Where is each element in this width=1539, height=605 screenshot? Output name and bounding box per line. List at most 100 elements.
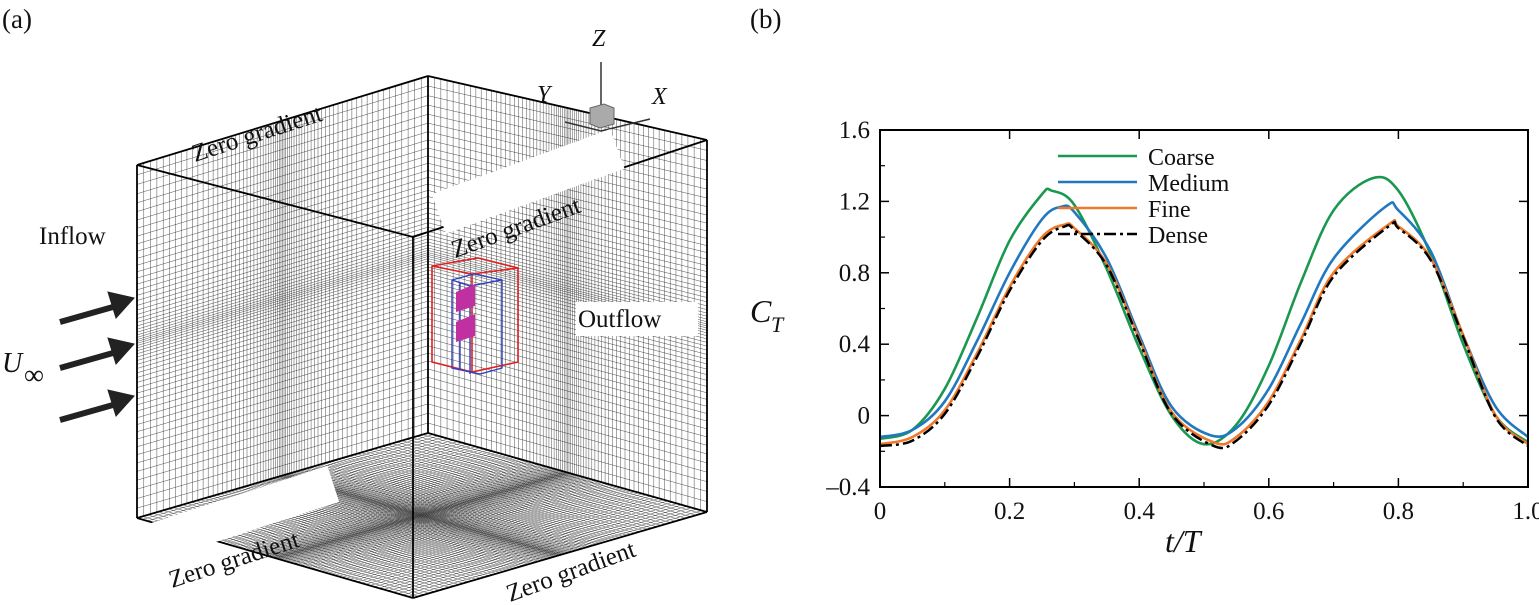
axis-z-label: Z — [592, 26, 606, 52]
mesh-line — [275, 472, 569, 559]
arrow-icon — [107, 337, 135, 365]
mesh-line — [271, 471, 565, 558]
mesh-line — [136, 256, 429, 344]
mesh-line — [279, 473, 573, 560]
x-tick-label: 0.4 — [1124, 498, 1156, 525]
mesh-line — [427, 422, 708, 502]
mesh-line — [136, 131, 429, 221]
mesh-line — [353, 494, 647, 581]
mesh-line — [427, 163, 708, 232]
mesh-line — [136, 104, 429, 194]
mesh-line — [136, 241, 429, 330]
mesh-line — [136, 155, 429, 245]
mesh-line — [427, 331, 708, 407]
mesh-line — [136, 422, 429, 509]
mesh-line — [136, 95, 429, 185]
mesh-line — [136, 231, 429, 319]
mesh-line — [240, 462, 533, 549]
mesh-line — [309, 482, 603, 569]
mesh-line — [269, 470, 562, 557]
mesh-line — [136, 254, 429, 342]
mesh-line — [392, 506, 687, 593]
mesh-line — [327, 487, 621, 574]
mesh-line — [276, 472, 570, 559]
mesh-line — [378, 502, 673, 589]
mesh-line — [136, 331, 429, 418]
legend-label: Dense — [1148, 223, 1208, 249]
mesh-line — [136, 368, 429, 455]
mesh-line — [402, 508, 697, 596]
y-axis-label: C — [750, 293, 772, 329]
mesh-line — [215, 455, 508, 541]
mesh-line — [315, 483, 609, 570]
mesh-line — [136, 147, 429, 237]
y-tick-label: 0.4 — [839, 331, 871, 358]
mesh-line — [231, 459, 524, 546]
panel-a-label: (a) — [2, 4, 32, 34]
mesh-line — [334, 489, 628, 576]
legend-label: Coarse — [1148, 145, 1215, 171]
mesh-line — [136, 252, 429, 340]
mesh-line — [136, 222, 429, 311]
mesh-line — [237, 461, 530, 548]
mesh-line — [427, 241, 708, 314]
chart-series — [879, 175, 1529, 450]
mesh-line — [427, 324, 708, 400]
mesh-line — [254, 466, 548, 553]
mesh-line — [234, 460, 527, 547]
mesh-line — [365, 498, 660, 585]
mesh-line — [299, 479, 593, 566]
mesh-line — [280, 473, 574, 560]
mesh-line — [287, 475, 580, 562]
mesh-line — [321, 485, 615, 572]
mesh-line — [345, 492, 639, 579]
mesh-line — [427, 403, 708, 482]
mesh-line — [136, 385, 429, 472]
mesh-line — [136, 306, 429, 394]
mesh-line — [136, 183, 429, 273]
mesh-line — [136, 139, 429, 229]
flapping-body — [456, 284, 475, 342]
mesh-line — [136, 217, 429, 306]
y-tick-label: 1.2 — [839, 188, 870, 215]
axis-ticks: 0 0.2 0.4 0.6 0.8 1.0–0.400.40.81.21.6 — [825, 117, 1539, 525]
box-edge — [427, 432, 708, 513]
y-tick-label: 1.6 — [839, 117, 870, 144]
mesh-line — [136, 260, 429, 349]
mesh-line — [427, 368, 708, 446]
mesh-line — [297, 478, 591, 565]
mesh-line — [225, 458, 518, 544]
mesh-line — [136, 235, 429, 323]
mesh-line — [136, 244, 429, 333]
mesh-line — [136, 345, 429, 432]
mesh-line — [136, 85, 429, 176]
velocity-label: U — [2, 348, 24, 379]
box-edge — [136, 164, 414, 238]
mesh-line — [248, 464, 541, 551]
mesh-line — [228, 459, 521, 545]
series-line-coarse — [879, 175, 1529, 446]
mesh-line — [136, 277, 429, 365]
mesh-line — [218, 456, 511, 542]
mesh-line — [283, 474, 577, 561]
mesh-line — [136, 250, 429, 338]
inflow-arrows — [59, 291, 135, 423]
mesh-line — [331, 488, 625, 575]
mesh-line — [388, 504, 682, 591]
mesh-line — [136, 247, 429, 336]
mesh-line — [288, 476, 582, 563]
mesh-line — [136, 196, 429, 285]
mesh-line — [136, 177, 429, 266]
mesh-line — [136, 226, 429, 315]
series-line-dense — [879, 220, 1529, 450]
mesh-line — [136, 170, 429, 259]
mesh-line — [267, 470, 561, 557]
mesh-line — [245, 463, 538, 550]
mesh-line — [427, 345, 708, 422]
mesh-line — [427, 413, 708, 492]
mesh-line — [136, 295, 429, 383]
mesh-line — [427, 222, 708, 294]
mesh-line — [136, 360, 429, 447]
